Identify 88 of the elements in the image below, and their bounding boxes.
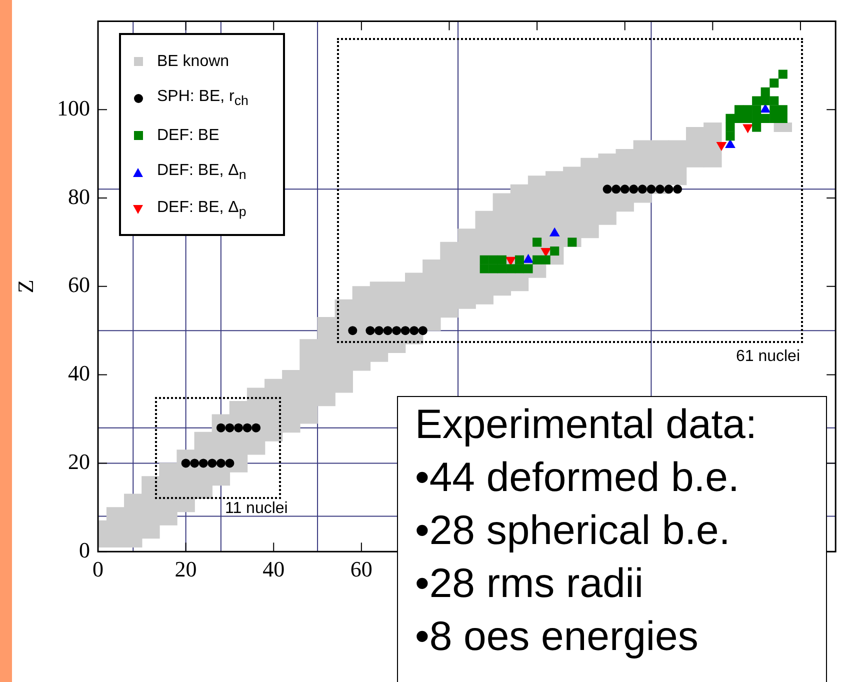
- point: [612, 184, 621, 194]
- point: [602, 184, 612, 194]
- point: [366, 326, 375, 336]
- y-axis-title: Z: [12, 280, 38, 294]
- point: [198, 458, 208, 468]
- point: [655, 184, 664, 194]
- text: •8 oes energies: [415, 612, 700, 661]
- point: [726, 114, 735, 123]
- point: [514, 255, 524, 264]
- annotation: •44 deformed b.e.: [415, 453, 740, 502]
- point: [760, 87, 770, 96]
- y-tick-label: 20: [68, 448, 90, 474]
- point: [664, 184, 674, 194]
- annotation: •28 spherical b.e.: [415, 506, 732, 555]
- point: [620, 184, 630, 194]
- legend-label: DEF: BE, Δ$_{n}$: [157, 162, 246, 183]
- point: [234, 423, 243, 432]
- point: [550, 246, 560, 256]
- point: [374, 326, 384, 336]
- point: [242, 423, 252, 432]
- x-tick-label: 20: [174, 556, 197, 582]
- annotation: 11 nuclei: [225, 500, 288, 518]
- point: [752, 114, 762, 123]
- point: [392, 326, 402, 336]
- point: [743, 105, 752, 114]
- point: [760, 104, 771, 113]
- point: [506, 256, 516, 266]
- point: [734, 114, 744, 123]
- legend-label: DEF: BE, Δ$_{p}$: [157, 199, 246, 220]
- x-tick-label: 40: [262, 556, 285, 582]
- annotation: 61 nuclei: [736, 348, 800, 366]
- point: [532, 255, 542, 264]
- text: •28 rms radii: [415, 559, 645, 608]
- legend-label: DEF: BE: [157, 126, 220, 144]
- point: [410, 326, 419, 336]
- point: [778, 70, 788, 79]
- point: [400, 326, 410, 336]
- point: [216, 423, 226, 432]
- point: [348, 326, 358, 336]
- point: [726, 122, 735, 132]
- point: [480, 255, 489, 264]
- point: [742, 124, 753, 134]
- point: [743, 114, 752, 123]
- y-tick-label: 40: [68, 360, 90, 386]
- point: [208, 458, 217, 468]
- legend-label: SPH: BE, r$_{ch}$: [157, 88, 248, 109]
- point: [752, 96, 762, 106]
- point: [190, 458, 200, 468]
- point: [418, 326, 428, 336]
- y-tick-label: 80: [68, 184, 90, 209]
- x-tick-label: 60: [350, 556, 372, 582]
- y-tick-label: 60: [68, 272, 90, 298]
- point: [778, 114, 788, 123]
- point: [770, 105, 779, 114]
- point: [541, 255, 550, 264]
- point: [752, 105, 762, 114]
- legend-label: BE known: [157, 52, 230, 70]
- point: [778, 105, 788, 114]
- point: [506, 264, 516, 274]
- point: [752, 122, 762, 132]
- point: [770, 78, 779, 88]
- point: [252, 423, 261, 432]
- point: [181, 458, 190, 468]
- point: [629, 184, 638, 194]
- point: [225, 458, 234, 468]
- point: [524, 264, 533, 274]
- point: [216, 458, 226, 468]
- point: [760, 114, 770, 123]
- point: [673, 184, 682, 194]
- point: [568, 238, 577, 247]
- point: [532, 238, 542, 247]
- point: [638, 184, 647, 194]
- point: [760, 96, 770, 106]
- point: [497, 255, 506, 264]
- point: [225, 423, 234, 432]
- y-tick-label: 100: [57, 95, 90, 120]
- point: [770, 96, 779, 106]
- point: [716, 142, 727, 151]
- point: [734, 105, 744, 114]
- bar: [774, 122, 792, 132]
- point: [488, 255, 498, 264]
- annotation: Experimental data:: [415, 400, 758, 449]
- point: [770, 114, 779, 123]
- y-tick-label: 0: [79, 537, 90, 562]
- point: [726, 132, 735, 141]
- point: [488, 264, 498, 274]
- point: [646, 184, 656, 194]
- point: [383, 326, 392, 336]
